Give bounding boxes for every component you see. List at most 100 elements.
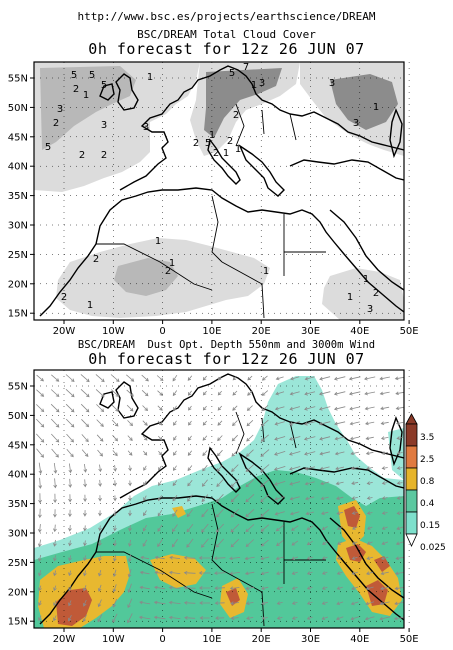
coastline-turkey-top <box>289 159 404 181</box>
wind-arrow <box>380 421 389 426</box>
wind-arrow <box>98 510 102 517</box>
wind-arrow <box>68 478 73 488</box>
top-map-title: BSC/DREAM Total Cloud Cover <box>137 28 316 41</box>
wind-arrow <box>289 421 301 426</box>
wind-arrow <box>83 510 87 517</box>
colorbar-level-label: 0.4 <box>420 499 435 509</box>
wind-arrow <box>288 451 301 456</box>
wind-arrow <box>143 480 147 486</box>
cloud-field-southeast <box>322 268 404 320</box>
wind-arrow <box>246 420 254 427</box>
wind-arrow <box>245 464 255 473</box>
wind-arrow <box>276 571 284 576</box>
wind-arrow <box>81 434 89 443</box>
wind-arrow <box>158 435 163 441</box>
cloud-contour-label: 1 <box>363 274 369 285</box>
wind-arrow <box>111 419 119 427</box>
cloud-contour-label: 2 <box>73 84 79 95</box>
wind-arrow <box>396 496 403 500</box>
wind-arrow <box>336 511 343 515</box>
wind-arrow <box>231 434 238 442</box>
wind-arrow <box>157 390 164 396</box>
wind-arrow <box>200 538 209 548</box>
wind-arrow <box>306 571 313 575</box>
wind-arrow <box>289 406 301 411</box>
wind-arrow <box>68 540 72 547</box>
latitude-label: 40N <box>8 162 28 173</box>
top-map-coastlines <box>39 65 404 317</box>
wind-arrow <box>274 421 285 426</box>
wind-arrow <box>53 524 57 533</box>
wind-arrow <box>172 509 178 517</box>
wind-arrow <box>335 481 344 486</box>
wind-arrow <box>97 584 102 592</box>
wind-arrow <box>65 403 75 413</box>
cloud-contour-label: 5 <box>45 142 51 153</box>
coastline-arabia-top <box>329 209 404 291</box>
wind-arrow <box>366 556 374 560</box>
wind-arrow <box>111 404 119 412</box>
wind-arrow <box>291 556 299 561</box>
longitude-label: 20W <box>53 634 76 645</box>
wind-arrow <box>172 374 178 382</box>
cloud-contour-label: 1 <box>263 266 269 277</box>
wind-arrow <box>215 538 224 548</box>
colorbar-level-label: 0.15 <box>420 521 440 531</box>
wind-arrow <box>143 510 147 517</box>
wind-arrow <box>215 508 224 518</box>
latitude-label: 20N <box>8 279 28 290</box>
wind-arrow <box>36 418 45 428</box>
wind-arrow <box>96 404 105 413</box>
wind-arrow <box>168 615 181 620</box>
top-map-latitude-labels: 55N 50N 45N 40N 35N 30N 25N 20N 15N <box>8 74 34 320</box>
wind-arrow <box>38 615 42 621</box>
wind-arrow <box>217 435 223 442</box>
wind-arrow <box>260 479 270 488</box>
wind-arrow <box>381 451 389 455</box>
dust-field-max-east-small <box>374 556 390 572</box>
wind-arrow <box>290 376 300 381</box>
latitude-label: 30N <box>8 221 28 232</box>
wind-arrow <box>291 601 298 605</box>
wind-arrow <box>274 406 285 411</box>
wind-arrow <box>364 376 376 381</box>
wind-arrow <box>291 586 298 590</box>
wind-arrow <box>321 571 328 575</box>
top-map-longitude-labels: 20W 10W 0 10E 20E 30E 40E 50E <box>53 320 419 337</box>
wind-arrow <box>142 405 149 412</box>
dust-field-max-east-south <box>366 580 388 606</box>
wind-arrow <box>141 390 149 397</box>
longitude-label: 10W <box>102 634 125 645</box>
cloud-contour-label: 2 <box>213 148 219 159</box>
bottom-map-title: BSC/DREAM Dust Opt. Depth 550nm and 3000… <box>0 339 453 351</box>
wind-arrow <box>260 586 269 591</box>
wind-arrow <box>319 451 330 456</box>
wind-arrow <box>395 391 404 396</box>
wind-arrow <box>318 406 331 411</box>
wind-arrow <box>83 525 87 532</box>
wind-arrow <box>366 511 373 515</box>
cloud-contour-label: 1 <box>169 258 175 269</box>
wind-arrow <box>112 569 117 578</box>
wind-arrow <box>83 555 87 562</box>
wind-arrow <box>113 525 117 532</box>
wind-arrow <box>245 479 255 488</box>
wind-arrow <box>305 496 315 501</box>
wind-arrow <box>366 571 374 576</box>
wind-arrow <box>350 601 359 606</box>
border-europe-east-top <box>235 103 297 147</box>
wind-arrow <box>38 600 42 607</box>
wind-arrow <box>172 465 177 471</box>
wind-arrow <box>80 389 90 398</box>
wind-arrow <box>304 466 316 471</box>
wind-arrow <box>291 571 298 575</box>
wind-arrow <box>172 480 178 487</box>
latitude-label: 40N <box>8 470 28 481</box>
wind-arrow <box>260 434 269 442</box>
wind-arrow <box>201 508 209 518</box>
wind-arrow <box>154 570 165 575</box>
wind-arrow <box>202 435 208 441</box>
wind-arrow <box>202 375 208 381</box>
wind-arrow <box>128 465 132 472</box>
cloud-contour-label: 3 <box>259 78 265 89</box>
